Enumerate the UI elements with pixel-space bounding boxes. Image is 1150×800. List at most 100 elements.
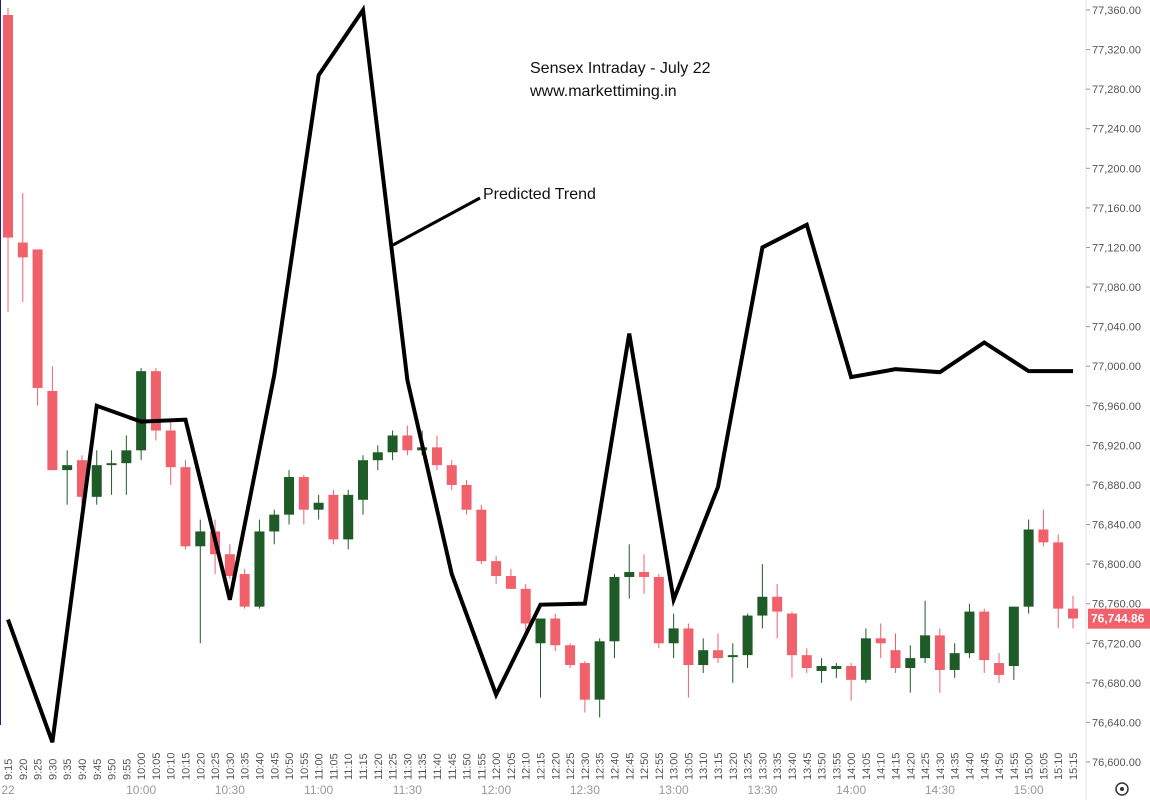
candle-body [1068, 608, 1078, 619]
candle-body [668, 628, 679, 644]
last-price-label: 76,744.86 [1091, 612, 1145, 626]
x-tick-label: 9:15 [3, 759, 15, 780]
candle-body [653, 576, 664, 644]
candle-body [180, 467, 191, 547]
candle-body [772, 596, 783, 612]
candle-body [136, 371, 147, 451]
x-tick-label: 10:55 [299, 752, 311, 780]
x-tick-label: 13:10 [698, 752, 710, 780]
y-tick-label: 76,800.00 [1092, 559, 1141, 571]
y-tick-label: 77,040.00 [1092, 322, 1141, 334]
x-tick-label: 15:05 [1038, 752, 1050, 780]
candle-body [358, 460, 368, 500]
session-label: 12:30 [570, 783, 600, 797]
y-tick-label: 77,080.00 [1092, 282, 1141, 294]
candle-body [905, 658, 916, 668]
candle-body [535, 618, 546, 644]
candle-body [786, 613, 797, 656]
candle-body [565, 645, 576, 666]
x-tick-label: 12:50 [639, 752, 651, 780]
session-label: 10:30 [215, 783, 245, 797]
y-tick-label: 76,720.00 [1092, 638, 1141, 650]
x-tick-label: 13:45 [802, 752, 814, 780]
x-tick-label: 14:25 [920, 752, 932, 780]
x-tick-label: 12:00 [491, 752, 503, 780]
x-tick-label: 14:20 [905, 752, 917, 780]
candle-body [520, 588, 531, 624]
x-tick-label: 10:15 [181, 752, 193, 780]
x-tick-label: 11:25 [388, 753, 400, 780]
candle-body [284, 477, 295, 515]
x-tick-label: 11:55 [476, 753, 488, 780]
x-tick-label: 10:40 [254, 752, 266, 780]
y-tick-label: 76,880.00 [1092, 480, 1141, 492]
candle-body [1038, 529, 1049, 543]
session-label: 14:00 [836, 783, 866, 797]
candle-body [165, 430, 176, 468]
candle-body [550, 618, 561, 646]
y-tick-label: 77,160.00 [1092, 203, 1141, 215]
candle-body [461, 484, 472, 510]
candle-body [934, 635, 945, 670]
x-tick-label: 9:35 [62, 759, 74, 780]
session-label: 12:00 [481, 783, 511, 797]
x-tick-label: 12:35 [595, 752, 607, 780]
candle-body [402, 435, 413, 451]
x-tick-label: 9:30 [47, 759, 59, 780]
session-label: 11:00 [304, 783, 333, 797]
candle-body [698, 650, 709, 666]
y-tick-label: 76,920.00 [1092, 440, 1141, 452]
x-tick-label: 10:35 [240, 752, 252, 780]
y-tick-label: 76,640.00 [1092, 717, 1141, 729]
session-label: 15:00 [1014, 783, 1044, 797]
last-price-box [1088, 608, 1150, 629]
x-tick-label: 12:45 [624, 752, 636, 780]
x-tick-label: 11:35 [417, 753, 429, 780]
session-label: 22 [1, 783, 15, 797]
annotation: Predicted Trend [483, 186, 596, 203]
x-tick-label: 13:25 [743, 752, 755, 780]
x-tick-label: 10:30 [225, 752, 237, 780]
chart-subtitle: www.markettiming.in [529, 83, 677, 100]
candle-body [121, 450, 132, 464]
x-tick-label: 13:50 [817, 752, 829, 780]
x-tick-label: 13:05 [683, 752, 695, 780]
session-label: 14:30 [925, 783, 955, 797]
candle-body [224, 554, 235, 576]
y-tick-label: 76,840.00 [1092, 520, 1141, 532]
candle-body [860, 638, 871, 680]
x-tick-label: 10:00 [136, 752, 148, 780]
candle-body [579, 663, 590, 700]
candle-body [491, 561, 502, 576]
y-tick-label: 77,120.00 [1092, 242, 1141, 254]
y-tick-label: 77,200.00 [1092, 163, 1141, 175]
session-label: 13:30 [747, 783, 777, 797]
session-label: 11:30 [393, 783, 422, 797]
x-tick-label: 9:40 [77, 759, 89, 780]
y-tick-label: 77,320.00 [1092, 45, 1141, 57]
x-tick-label: 12:40 [609, 752, 621, 780]
candle-body [91, 465, 102, 497]
candle-body [106, 463, 117, 466]
x-tick-label: 13:20 [728, 752, 740, 780]
x-tick-label: 9:45 [92, 759, 104, 780]
candle-body [1053, 542, 1064, 609]
candle-body [639, 572, 650, 577]
trend-line [6, 4, 1073, 743]
x-tick-label: 10:25 [210, 752, 222, 780]
candle-body [831, 666, 842, 669]
candle-body [32, 249, 43, 388]
candle-body [150, 371, 161, 431]
candle-body [476, 509, 487, 562]
x-tick-label: 11:50 [462, 753, 474, 780]
x-tick-label: 12:25 [565, 752, 577, 780]
x-tick-label: 15:15 [1068, 752, 1080, 780]
x-tick-label: 9:20 [18, 759, 30, 780]
candle-body [713, 650, 723, 659]
x-tick-label: 12:10 [521, 752, 533, 780]
settings-icon[interactable] [1115, 782, 1129, 796]
x-tick-label: 10:05 [151, 752, 163, 780]
settings-icon-dot [1120, 787, 1124, 791]
x-tick-label: 9:55 [121, 759, 133, 780]
